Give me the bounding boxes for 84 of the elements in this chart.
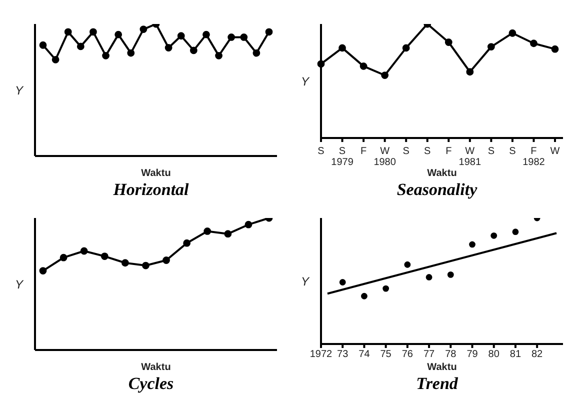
x-tick-label: 78 xyxy=(445,349,457,360)
point xyxy=(244,220,252,228)
y-axis-title: Y xyxy=(15,83,24,98)
point xyxy=(490,232,498,239)
point xyxy=(183,239,191,247)
point xyxy=(177,32,185,40)
point xyxy=(265,28,273,36)
point xyxy=(381,72,389,79)
point xyxy=(240,34,248,41)
point xyxy=(142,262,150,270)
point xyxy=(228,34,236,41)
x-tick-label: S xyxy=(509,146,516,157)
x-axis-title: Waktu xyxy=(141,168,171,179)
x-tick-label: W 1980 xyxy=(374,146,396,168)
point xyxy=(140,26,148,33)
point xyxy=(404,261,411,268)
x-axis-title: Waktu xyxy=(427,362,457,373)
x-tick-label: 82 xyxy=(532,349,544,360)
point xyxy=(90,28,97,36)
y-axis-title: Y xyxy=(301,274,310,288)
point xyxy=(60,254,68,262)
x-tick-label: 81 xyxy=(510,349,522,360)
text: Cycles xyxy=(128,374,174,394)
x-tick-label: 76 xyxy=(402,349,414,360)
x-tick-label: 75 xyxy=(380,349,392,360)
x-tick-label: S xyxy=(424,146,432,157)
point xyxy=(39,267,47,274)
point xyxy=(162,256,170,264)
point xyxy=(102,52,110,60)
point xyxy=(80,247,88,255)
x-tick-label: S xyxy=(488,146,495,157)
point xyxy=(338,44,346,52)
point xyxy=(551,45,559,53)
point xyxy=(426,274,432,280)
point xyxy=(76,42,84,50)
point xyxy=(224,230,232,238)
x-tick-label: 77 xyxy=(423,349,436,360)
point xyxy=(317,60,325,68)
point xyxy=(39,41,47,49)
point xyxy=(487,43,495,50)
point xyxy=(508,29,516,37)
point xyxy=(190,46,198,54)
x-axis-title: Waktu xyxy=(141,362,171,373)
point xyxy=(444,38,452,46)
point xyxy=(361,292,368,300)
text: Trend xyxy=(416,374,458,394)
x-tick-label: W 1981 xyxy=(458,146,482,168)
x-tick-label: S xyxy=(402,146,410,157)
x-axis-title: Waktu xyxy=(427,168,457,179)
x-tick-label: 73 xyxy=(337,349,349,360)
x-tick-label: 1972 xyxy=(310,349,333,360)
point xyxy=(339,279,346,286)
point xyxy=(466,68,474,76)
point xyxy=(360,62,368,70)
point xyxy=(215,52,222,60)
point xyxy=(402,44,410,52)
x-tick-label: S 1979 xyxy=(331,146,354,168)
point xyxy=(114,30,122,38)
point xyxy=(530,40,538,48)
point xyxy=(121,259,129,267)
x-tick-label: F xyxy=(446,146,452,157)
point xyxy=(52,56,60,64)
x-tick-label: 79 xyxy=(466,349,478,360)
x-tick-label: F xyxy=(360,146,367,157)
point xyxy=(512,228,519,236)
point xyxy=(204,228,212,235)
x-tick-label: F 1982 xyxy=(522,146,546,168)
x-tick-label: 74 xyxy=(358,349,370,360)
point xyxy=(252,49,260,57)
point xyxy=(447,272,454,278)
x-tick-label: W xyxy=(550,146,560,157)
point xyxy=(100,252,108,260)
x-tick-label: 80 xyxy=(488,349,500,360)
point xyxy=(164,44,172,52)
point xyxy=(469,241,476,248)
y-axis-title: Y xyxy=(15,277,24,292)
y-axis-title: Y xyxy=(301,74,310,88)
point xyxy=(64,28,72,36)
x-tick-label: S xyxy=(318,146,325,157)
point xyxy=(382,285,390,292)
point xyxy=(202,30,210,38)
point xyxy=(127,49,135,57)
text: Seasonality xyxy=(396,180,478,200)
text: Horizontal xyxy=(113,180,189,200)
